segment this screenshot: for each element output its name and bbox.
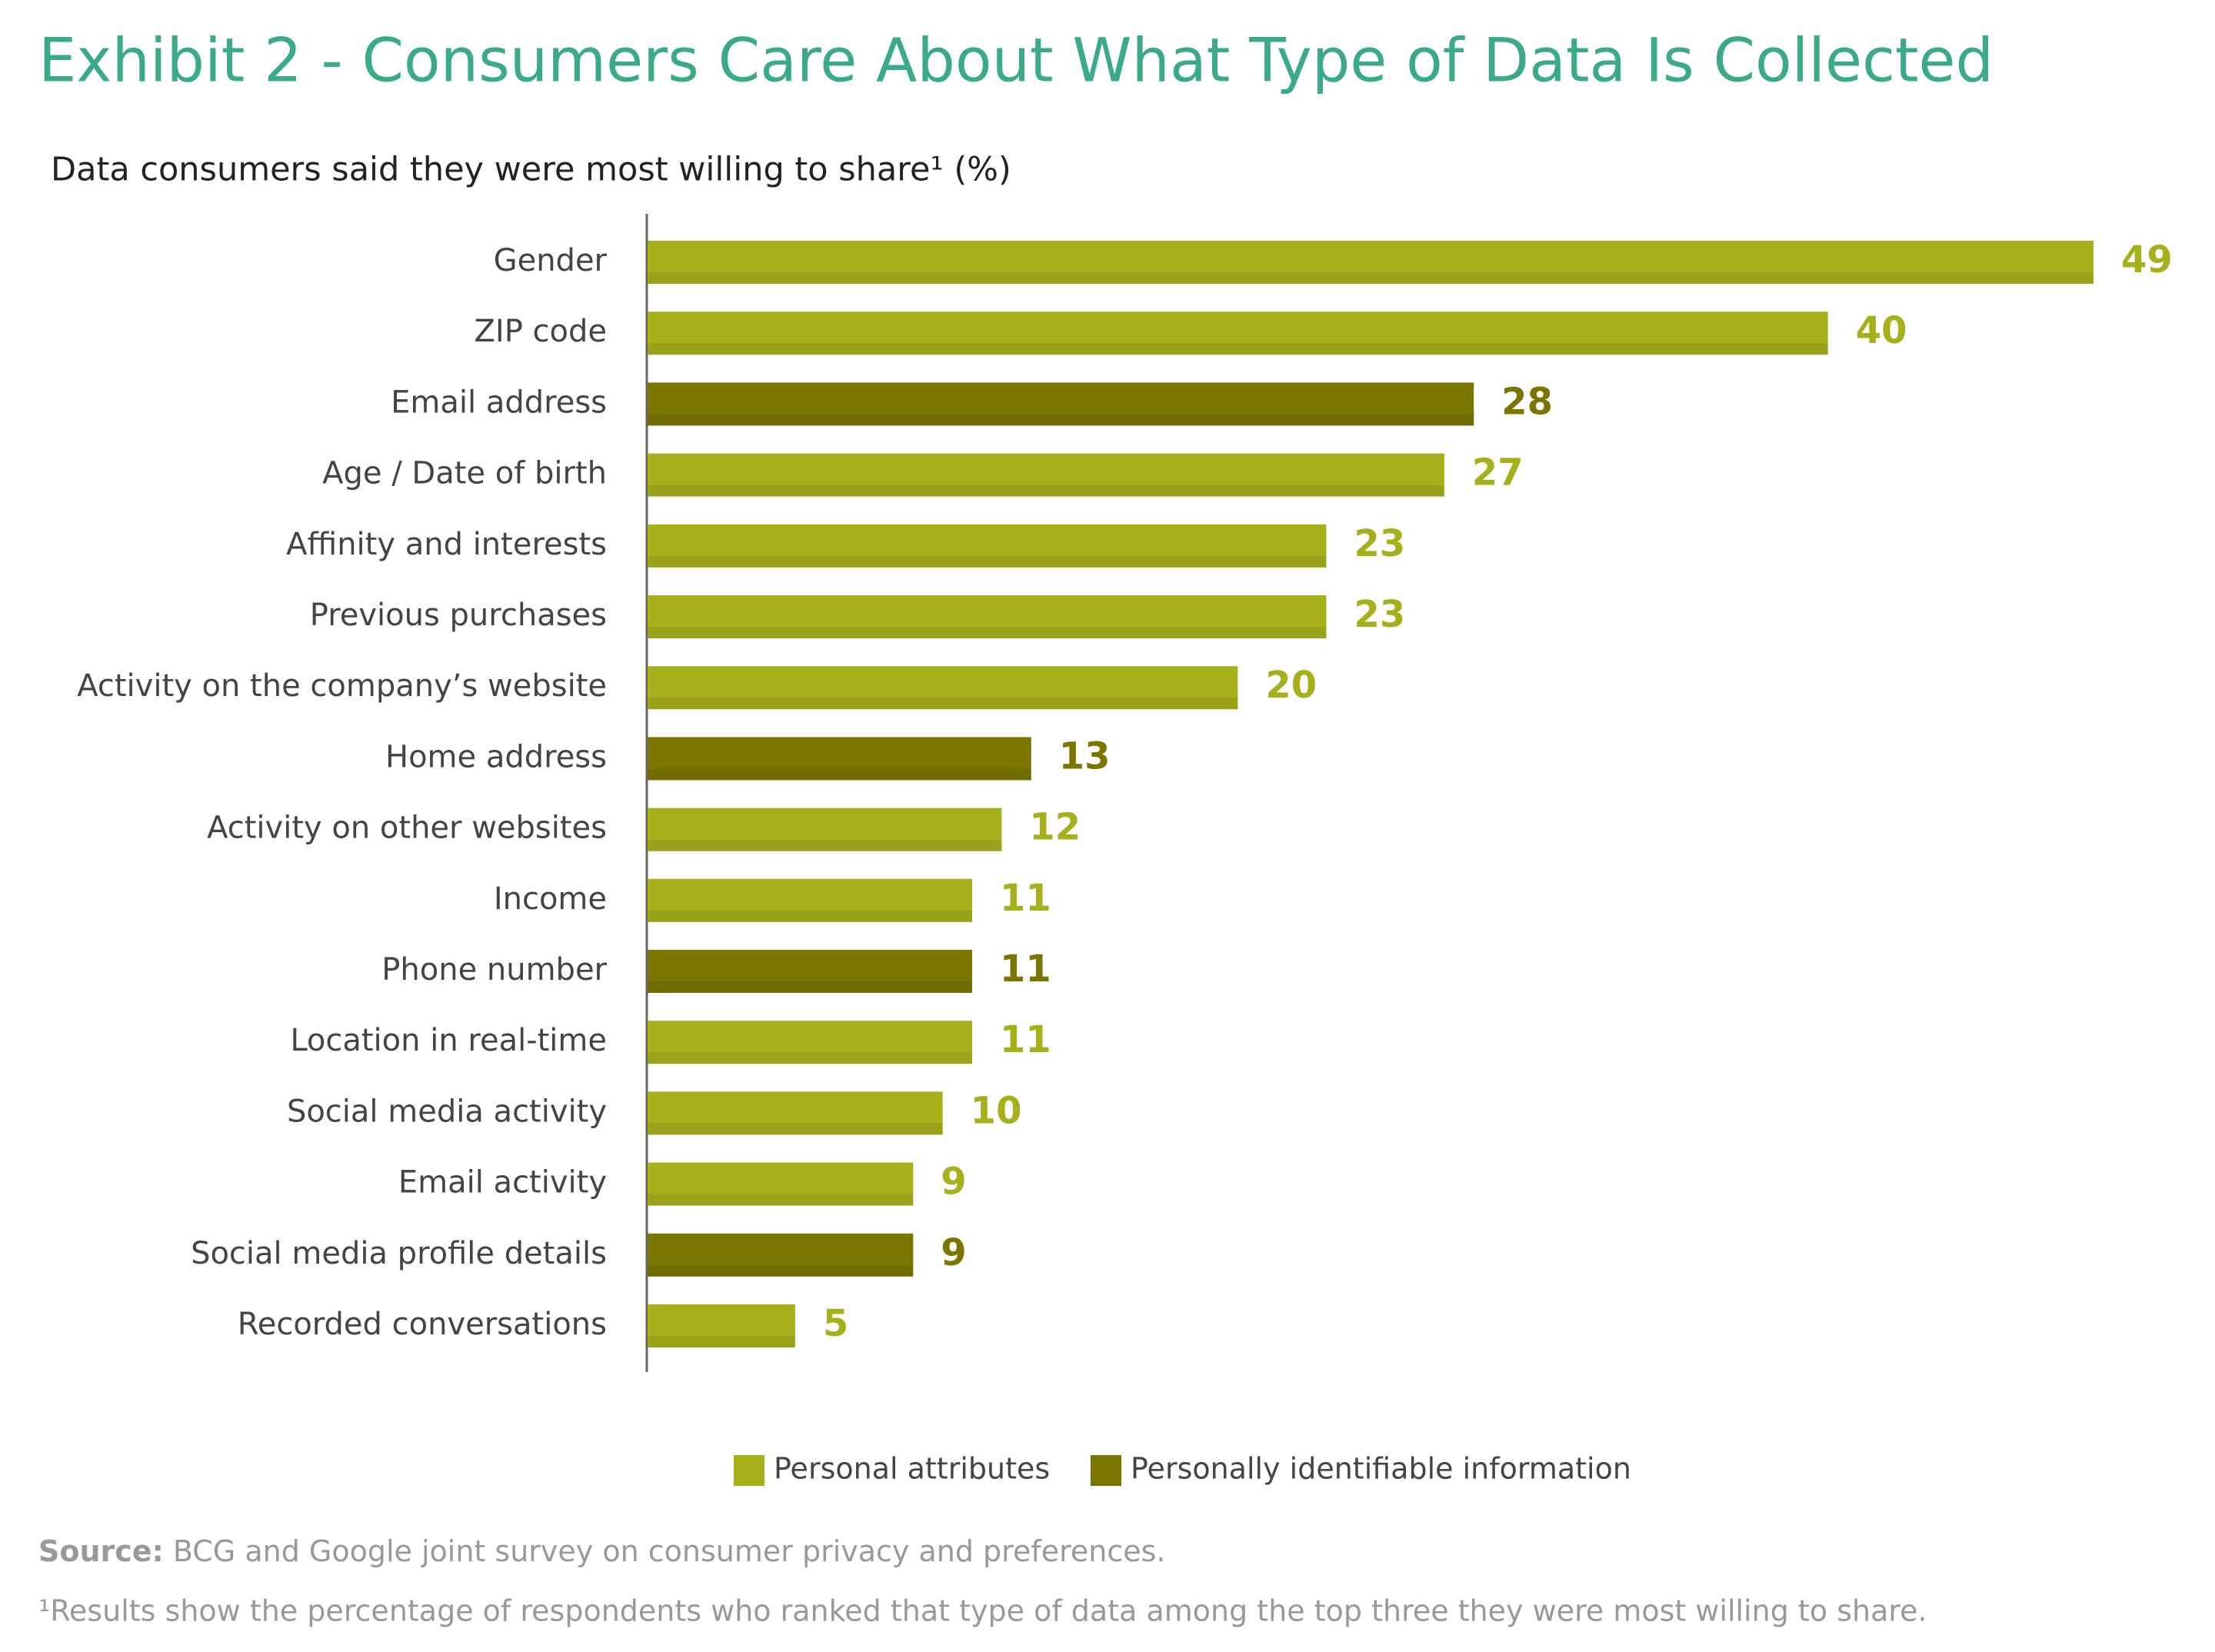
bar-shade (648, 555, 1327, 568)
value-label: 9 (941, 1161, 966, 1204)
chart-subtitle: Data consumers said they were most willi… (51, 151, 1011, 189)
value-label: 20 (1265, 664, 1317, 707)
category-label: Affinity and interests (286, 527, 607, 562)
category-label: Activity on the company’s website (77, 668, 607, 704)
bar-shade (648, 414, 1474, 426)
bar-shade (648, 1264, 914, 1277)
legend-swatch (1091, 1455, 1121, 1486)
value-label: 11 (1000, 877, 1051, 920)
legend-label: Personal attributes (774, 1452, 1050, 1486)
category-label: Age / Date of birth (322, 456, 607, 491)
bar (648, 1304, 795, 1347)
bar (648, 666, 1238, 710)
value-label: 40 (1856, 309, 1907, 352)
bar-shade (648, 839, 1002, 851)
source: Source: BCG and Google joint survey on c… (38, 1534, 1166, 1568)
bar-shade (648, 1336, 795, 1347)
bar-shade (648, 981, 973, 993)
category-label: Gender (494, 243, 608, 278)
value-label: 27 (1472, 451, 1524, 495)
legend-swatch (734, 1455, 764, 1486)
bar (648, 737, 1031, 781)
source-label: Source: (38, 1534, 164, 1568)
category-label: Home address (385, 739, 607, 774)
category-label: Social media profile details (191, 1236, 607, 1271)
chart-title: Exhibit 2 - Consumers Care About What Ty… (38, 26, 1994, 95)
value-label: 9 (941, 1231, 966, 1274)
value-label: 23 (1354, 593, 1405, 636)
source-text: BCG and Google joint survey on consumer … (173, 1534, 1166, 1568)
bar (648, 311, 1828, 355)
footnote: ¹Results show the percentage of responde… (38, 1594, 1927, 1628)
value-label: 28 (1501, 380, 1553, 423)
bar-shade (648, 627, 1327, 638)
bar (648, 878, 973, 922)
value-label: 10 (971, 1089, 1022, 1132)
bar (648, 808, 1002, 851)
category-label: Previous purchases (310, 598, 607, 633)
category-label: Recorded conversations (238, 1307, 607, 1342)
bar-shade (648, 1123, 943, 1135)
category-label: ZIP code (475, 314, 608, 349)
value-label: 23 (1354, 522, 1405, 565)
value-label: 12 (1029, 806, 1081, 849)
value-label: 11 (1000, 1018, 1051, 1061)
value-label: 5 (823, 1302, 848, 1345)
bar-shade (648, 698, 1238, 710)
category-label: Email address (391, 385, 607, 420)
bar (648, 950, 973, 993)
category-label: Social media activity (287, 1094, 607, 1129)
category-label: Activity on other websites (207, 811, 607, 846)
category-label: Income (494, 881, 607, 917)
value-label: 49 (2121, 238, 2173, 281)
bar (648, 453, 1444, 497)
bar-shade (648, 768, 1031, 781)
bar (648, 382, 1474, 426)
bar (648, 524, 1327, 568)
category-label: Location in real-time (290, 1023, 607, 1058)
bar (648, 1091, 943, 1135)
bar (648, 595, 1327, 638)
bar-shade (648, 1194, 914, 1206)
bar (648, 1021, 973, 1064)
bar-shade (648, 343, 1828, 355)
bar (648, 1162, 914, 1206)
bar (648, 241, 2093, 284)
legend-label: Personally identifiable information (1131, 1452, 1631, 1486)
bar-shade (648, 485, 1444, 497)
bar (648, 1233, 914, 1277)
value-label: 11 (1000, 948, 1051, 991)
category-label: Email activity (398, 1165, 607, 1201)
category-label: Phone number (381, 952, 607, 988)
bar-shade (648, 1052, 973, 1064)
bar-shade (648, 910, 973, 922)
bar-shade (648, 272, 2093, 284)
value-label: 13 (1059, 734, 1111, 778)
